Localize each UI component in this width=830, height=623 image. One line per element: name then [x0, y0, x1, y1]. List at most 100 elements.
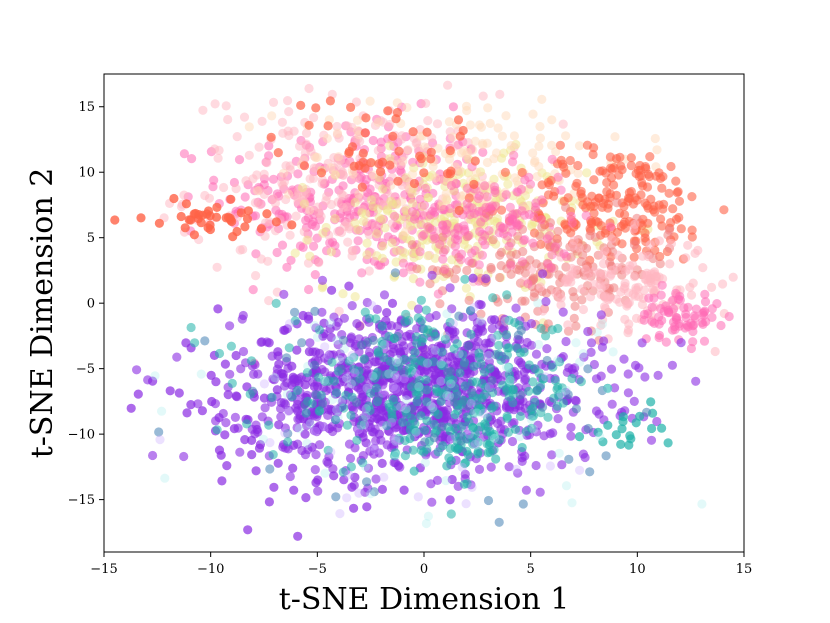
scatter-point-lightteal — [430, 345, 440, 355]
scatter-point-peach — [267, 111, 277, 121]
scatter-point-lightpink — [728, 272, 738, 282]
scatter-point-tomato — [563, 193, 573, 203]
scatter-point-teal — [466, 329, 476, 339]
scatter-point-peach — [574, 141, 585, 151]
scatter-point-lightpink — [631, 313, 642, 323]
scatter-point-purple — [207, 396, 217, 407]
scatter-point-lavender — [310, 426, 321, 436]
scatter-point-lavender — [413, 492, 423, 502]
scatter-point-tomato — [194, 210, 204, 220]
scatter-point-lightpink — [264, 296, 274, 306]
scatter-point-salmon — [425, 279, 435, 289]
scatter-point-khaki — [431, 217, 441, 227]
scatter-point-tomato — [595, 166, 605, 176]
scatter-point-hotpink — [482, 192, 492, 202]
scatter-point-teal — [512, 343, 522, 353]
scatter-point-tomato — [470, 156, 480, 166]
scatter-point-peach — [402, 102, 412, 113]
scatter-point-steelblue — [564, 454, 574, 464]
scatter-point-tomato — [589, 175, 599, 185]
scatter-point-lightteal — [441, 331, 451, 341]
scatter-point-teal — [421, 375, 431, 385]
scatter-point-peach — [398, 156, 408, 166]
scatter-point-purple — [535, 487, 545, 497]
scatter-point-lightpink — [343, 237, 353, 247]
scatter-point-teal — [358, 458, 368, 468]
scatter-point-peach — [415, 131, 425, 141]
scatter-point-steelblue — [516, 325, 526, 335]
scatter-point-teal — [501, 330, 511, 340]
scatter-point-hotpink — [469, 208, 479, 219]
scatter-point-purple — [269, 482, 279, 492]
scatter-point-lightteal — [361, 462, 371, 472]
scatter-point-hotpink — [547, 250, 557, 260]
scatter-point-lightteal — [332, 335, 342, 345]
scatter-point-peach — [397, 196, 407, 206]
scatter-point-steelblue — [563, 389, 573, 400]
scatter-point-hotpink — [649, 318, 660, 328]
scatter-point-teal — [462, 479, 472, 489]
scatter-point-steelblue — [483, 495, 494, 506]
scatter-point-hotpink — [724, 311, 734, 322]
scatter-point-teal — [344, 356, 354, 366]
scatter-point-purple — [389, 383, 399, 394]
scatter-point-purple — [362, 502, 372, 512]
scatter-point-hotpink — [282, 262, 292, 272]
scatter-point-hotpink — [419, 200, 429, 210]
scatter-point-teal — [419, 324, 429, 334]
scatter-point-teal — [510, 424, 521, 434]
scatter-point-peach — [501, 111, 511, 121]
scatter-point-lightteal — [359, 420, 369, 430]
scatter-point-lightpink — [277, 117, 287, 127]
scatter-point-hotpink — [556, 185, 566, 195]
scatter-point-teal — [404, 316, 414, 326]
scatter-point-steelblue — [390, 268, 400, 278]
scatter-point-teal — [346, 410, 356, 420]
scatter-point-khaki — [515, 195, 525, 205]
scatter-point-tomato — [656, 214, 666, 224]
scatter-point-salmon — [554, 270, 564, 280]
scatter-point-teal — [421, 305, 431, 315]
scatter-point-peach — [529, 157, 540, 168]
scatter-point-lightpink — [527, 264, 537, 274]
scatter-point-lightpink — [264, 217, 274, 227]
scatter-point-salmon — [435, 299, 445, 309]
scatter-point-steelblue — [467, 388, 477, 398]
scatter-point-purple — [653, 370, 663, 380]
scatter-point-purple — [476, 300, 486, 310]
scatter-point-teal — [417, 316, 427, 326]
scatter-point-teal — [502, 350, 512, 360]
scatter-point-lightpink — [231, 184, 241, 194]
scatter-point-peach — [305, 205, 315, 215]
scatter-point-purple — [322, 457, 332, 467]
scatter-point-steelblue — [154, 427, 164, 437]
scatter-point-lightpink — [223, 114, 233, 125]
scatter-point-purple — [338, 373, 348, 383]
scatter-point-purple — [337, 353, 347, 363]
scatter-point-lightpink — [285, 230, 295, 240]
scatter-point-lightpink — [645, 240, 655, 250]
scatter-point-lightpink — [283, 126, 293, 136]
scatter-point-khaki — [368, 201, 378, 211]
scatter-point-tomato — [243, 206, 253, 216]
scatter-point-salmon — [578, 250, 588, 260]
scatter-point-teal — [527, 423, 537, 433]
scatter-point-hotpink — [456, 249, 467, 259]
scatter-point-tomato — [409, 178, 419, 189]
scatter-point-purple — [382, 308, 392, 318]
scatter-point-hotpink — [501, 190, 511, 200]
scatter-point-hotpink — [459, 221, 469, 231]
scatter-point-hotpink — [536, 215, 546, 225]
scatter-point-lightteal — [325, 318, 335, 328]
scatter-point-lightpink — [686, 290, 697, 300]
scatter-point-steelblue — [265, 464, 275, 474]
scatter-point-hotpink — [433, 289, 443, 299]
scatter-point-peach — [528, 148, 538, 158]
scatter-point-tomato — [181, 199, 191, 209]
scatter-point-lightpink — [295, 141, 305, 151]
scatter-point-tomato — [671, 176, 681, 186]
scatter-point-purple — [325, 324, 335, 334]
scatter-point-teal — [508, 398, 518, 408]
scatter-point-teal — [422, 416, 432, 426]
scatter-point-hotpink — [528, 238, 538, 248]
